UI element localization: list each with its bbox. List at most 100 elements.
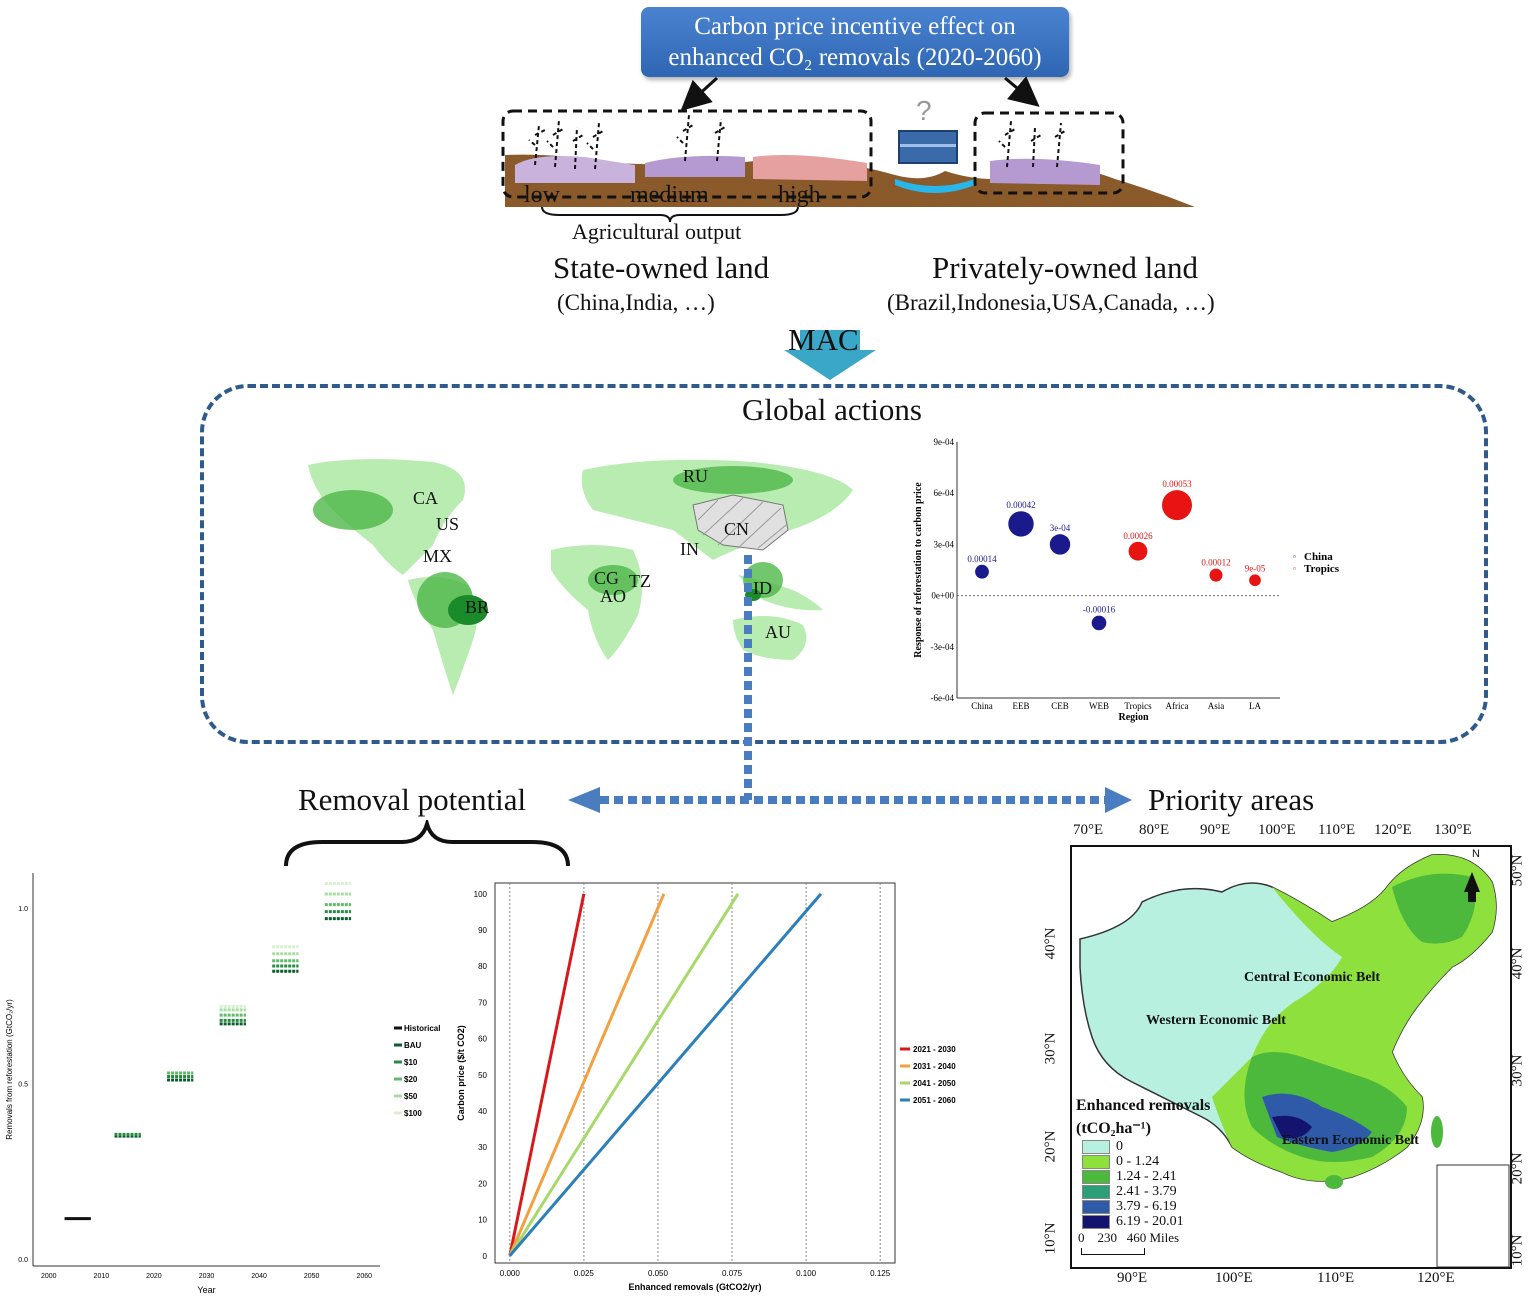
- state-title: State-owned land: [553, 250, 770, 285]
- country-cn: CN: [724, 519, 750, 539]
- legend-label: 2031 - 2040: [913, 1062, 956, 1071]
- x-tick-label: EEB: [1013, 701, 1030, 711]
- legend-item: 6.19 - 20.01: [1082, 1214, 1184, 1229]
- lon-tick-bottom: 120°E: [1417, 1270, 1455, 1286]
- country-in: IN: [680, 539, 699, 559]
- title-box: Carbon price incentive effect on enhance…: [641, 7, 1069, 77]
- country-cg: CG: [594, 568, 620, 588]
- y-tick-label: 0e+00: [931, 591, 954, 601]
- bubble-chart: 9e-04 6e-04 3e-04 0e+00 -3e-04 -6e-04 China EEB…: [913, 437, 1340, 723]
- country-au: AU: [765, 622, 791, 642]
- y-tick-label: 90: [478, 926, 487, 935]
- country-ca: CA: [413, 488, 439, 508]
- legend-label: 1.24 - 2.41: [1116, 1168, 1177, 1184]
- legend-marker: ▫: [1293, 552, 1296, 561]
- x-axis-label: Year: [197, 1285, 215, 1295]
- label-medium: medium: [630, 182, 709, 208]
- y-tick-label: 6e-04: [934, 488, 955, 498]
- bubble-china: [975, 564, 989, 579]
- series-line: [508, 893, 740, 1257]
- lat-tick-left: 30°N: [1042, 1032, 1059, 1065]
- bubble-label: 0.00014: [967, 554, 997, 564]
- title-line-2: enhanced CO₂ removals (2020-2060): [668, 44, 1042, 71]
- legend-swatch: [1082, 1214, 1110, 1229]
- legend-label: Tropics: [1304, 563, 1340, 575]
- factory-icon: [898, 130, 958, 164]
- plot-frame: [494, 882, 896, 1264]
- price-chart: 0.000 0.025 0.050 0.075 0.100 0.1251009080706…: [456, 882, 956, 1292]
- y-tick-label: 70: [478, 998, 487, 1007]
- legend-label: BAU: [404, 1041, 422, 1050]
- x-tick-label: 0.025: [574, 1269, 595, 1278]
- world-map: [308, 459, 853, 695]
- agri-label: Agricultural output: [572, 219, 742, 244]
- link-arrows: [568, 555, 1132, 813]
- bubble-label: 3e-04: [1050, 523, 1071, 533]
- series-line: [508, 893, 666, 1257]
- lon-tick-top: 100°E: [1258, 822, 1296, 838]
- x-tick-label: 0.125: [870, 1269, 891, 1278]
- bubble-label: 0.00042: [1006, 500, 1035, 510]
- x-tick-label: 2000: [41, 1273, 57, 1280]
- legend-swatch: [1082, 1184, 1110, 1199]
- lon-tick-bottom: 100°E: [1215, 1270, 1253, 1286]
- legend-label: 0 - 1.24: [1116, 1153, 1160, 1169]
- bubble-label: 0.00026: [1123, 531, 1153, 541]
- legend-item: 2.41 - 3.79: [1082, 1184, 1184, 1199]
- north-label: N: [1472, 848, 1480, 860]
- x-tick-label: Tropics: [1124, 701, 1152, 711]
- legend-item: 0: [1082, 1139, 1184, 1154]
- bubble-eeb: [1008, 511, 1034, 537]
- legend-label: Historical: [404, 1024, 440, 1033]
- lat-tick-right: 50°N: [1509, 854, 1526, 887]
- lat-tick-left: 10°N: [1042, 1222, 1059, 1255]
- lon-tick-top: 130°E: [1434, 822, 1472, 838]
- belt-eastern: Eastern Economic Belt: [1282, 1133, 1419, 1148]
- x-tick-label: 2050: [304, 1273, 320, 1280]
- legend-label: $20: [404, 1075, 418, 1084]
- lat-tick-left: 40°N: [1042, 927, 1059, 960]
- legend-swatch: [1082, 1169, 1110, 1184]
- belt-central: Central Economic Belt: [1244, 970, 1381, 985]
- y-tick-label: 30: [478, 1143, 487, 1152]
- x-tick-label: China: [971, 701, 993, 711]
- legend-label: 6.19 - 20.01: [1116, 1213, 1184, 1229]
- x-tick-label: LA: [1249, 701, 1261, 711]
- x-tick-label: 2040: [251, 1273, 267, 1280]
- country-id: ID: [753, 578, 772, 598]
- country-br: BR: [465, 597, 490, 617]
- bubble-africa: [1162, 490, 1192, 521]
- series-line: [508, 892, 823, 1257]
- lon-tick-top: 80°E: [1139, 822, 1170, 838]
- x-tick-label: 2030: [199, 1273, 215, 1280]
- china-shape: [1079, 853, 1510, 1267]
- y-tick-label: 50: [478, 1071, 487, 1080]
- country-us: US: [436, 514, 460, 534]
- landscape-illustration: [501, 76, 1195, 207]
- north-arrow-icon: [1464, 872, 1480, 902]
- legend-label: $50: [404, 1092, 418, 1101]
- y-tick-label: 0.0: [18, 1257, 28, 1264]
- china-map: [1070, 845, 1512, 1269]
- y-tick-label: 60: [478, 1035, 487, 1044]
- y-axis-label: Response of reforestation to carbon pric…: [913, 482, 924, 658]
- y-tick-label: 80: [478, 962, 487, 971]
- lat-tick-left: 20°N: [1042, 1130, 1059, 1163]
- mac-label: MAC: [788, 322, 859, 357]
- legend-title-2: (tCO₂ha⁻¹): [1076, 1120, 1151, 1137]
- legend-label: 2051 - 2060: [913, 1096, 956, 1105]
- bubble-tropics: [1128, 541, 1148, 561]
- x-tick-label: 2020: [146, 1273, 162, 1280]
- belt-western: Western Economic Belt: [1146, 1013, 1286, 1028]
- y-tick-label: 20: [478, 1179, 487, 1188]
- lon-tick-bottom: 110°E: [1317, 1270, 1355, 1286]
- scale-bar-text: 0 230 460 Miles: [1078, 1230, 1180, 1245]
- bubble-asia: [1209, 568, 1223, 582]
- lon-tick-bottom: 90°E: [1117, 1270, 1148, 1286]
- legend-label: 2021 - 2030: [913, 1045, 956, 1054]
- y-tick-label: 10: [478, 1216, 487, 1225]
- lon-tick-top: 110°E: [1318, 822, 1356, 838]
- y-tick-label: 0: [483, 1252, 488, 1261]
- bubble-label: 0.00053: [1162, 479, 1192, 489]
- y-tick-label: 0.5: [18, 1082, 28, 1089]
